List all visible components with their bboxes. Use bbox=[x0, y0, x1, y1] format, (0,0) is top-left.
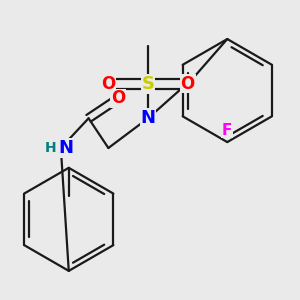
Text: O: O bbox=[101, 75, 116, 93]
Text: O: O bbox=[181, 75, 195, 93]
Text: O: O bbox=[111, 89, 125, 107]
Text: H: H bbox=[45, 141, 57, 155]
Text: N: N bbox=[58, 139, 73, 157]
Text: N: N bbox=[140, 109, 155, 127]
Text: F: F bbox=[222, 123, 232, 138]
Text: S: S bbox=[142, 75, 154, 93]
